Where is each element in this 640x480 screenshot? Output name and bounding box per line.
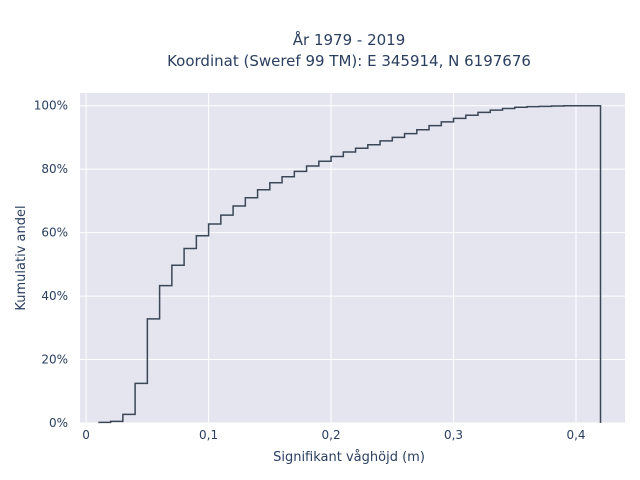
y-axis-title: Kumulativ andel (14, 205, 29, 310)
x-tick-label: 0,4 (566, 428, 585, 442)
chart-title-line2: Koordinat (Sweref 99 TM): E 345914, N 61… (167, 52, 531, 70)
y-axis-ticks: 0% 20% 40% 60% 80% 100% (34, 99, 68, 430)
chart-title-line1: År 1979 - 2019 (293, 30, 406, 49)
y-tick-label: 80% (41, 162, 68, 176)
y-tick-label: 0% (49, 416, 68, 430)
y-tick-label: 100% (34, 99, 68, 113)
x-tick-label: 0,3 (444, 428, 463, 442)
plot-area (80, 93, 625, 423)
grid (80, 93, 625, 424)
cumulative-step-line (98, 104, 602, 424)
y-tick-label: 40% (41, 289, 68, 303)
x-tick-label: 0,1 (199, 428, 218, 442)
cumulative-series (98, 104, 602, 424)
x-axis-title: Signifikant våghöjd (m) (273, 450, 425, 465)
x-axis-ticks: 0 0,1 0,2 0,3 0,4 (82, 428, 585, 442)
y-tick-label: 60% (41, 226, 68, 240)
x-tick-label: 0,2 (322, 428, 341, 442)
x-tick-label: 0 (82, 428, 90, 442)
y-tick-label: 20% (41, 353, 68, 367)
